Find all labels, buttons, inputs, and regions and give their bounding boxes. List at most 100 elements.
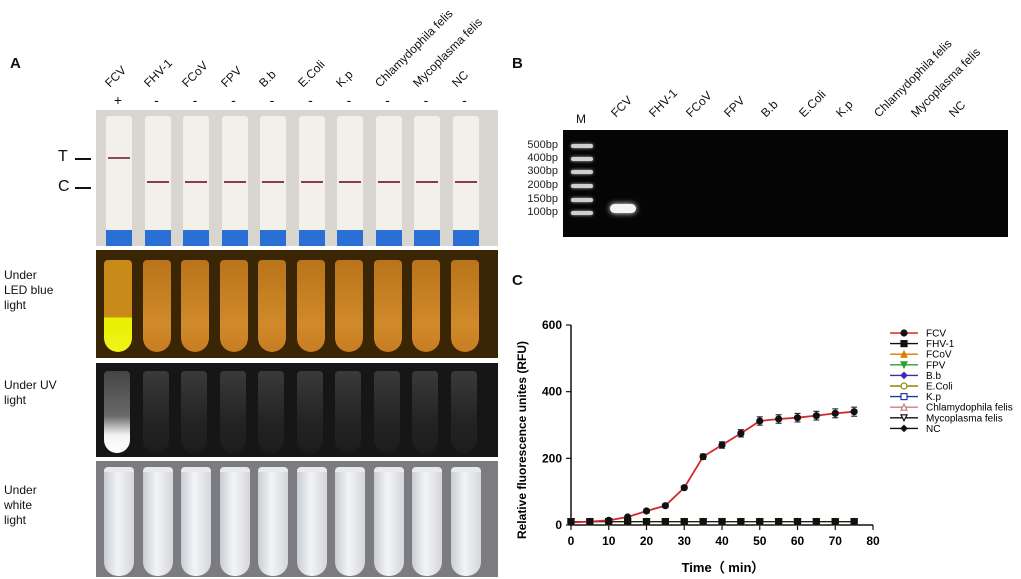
y-tick-label: 200	[542, 451, 562, 465]
test-strip	[452, 116, 479, 246]
panel-a-lane-label: NC	[448, 67, 471, 90]
reaction-tube	[373, 260, 402, 352]
data-point	[900, 402, 908, 411]
data-point	[812, 412, 820, 420]
reaction-tube	[296, 371, 323, 453]
reaction-tube	[181, 467, 211, 576]
strip-control-line	[454, 181, 477, 183]
data-point	[812, 518, 820, 526]
ladder-size-label: 100bp	[527, 206, 558, 218]
strip-sample-pad	[221, 230, 248, 246]
ladder-size-label: 300bp	[527, 165, 558, 177]
strip-control-line	[185, 181, 207, 183]
panel-b-lane-label: FCV	[608, 93, 635, 120]
test-strip	[414, 116, 440, 246]
row-label-led-blue-light: Under LED blue light	[4, 268, 54, 312]
panel-a-lane-label: E.Coli	[294, 57, 328, 90]
x-tick-label: 20	[640, 534, 654, 548]
ladder-size-label: 400bp	[527, 152, 558, 164]
panel-b-lane-label: NC	[945, 97, 968, 120]
data-point	[775, 415, 783, 423]
reaction-tube	[219, 371, 246, 453]
reaction-tube	[450, 260, 479, 352]
strip-control-line	[300, 181, 323, 183]
x-tick-label: 40	[715, 534, 729, 548]
data-point	[831, 409, 839, 417]
test-strip	[337, 116, 363, 246]
x-tick-label: 80	[866, 534, 880, 548]
rfu-line-chart: 0 10 20 30 40 50 60 70 80 0 200 400 600 FCVFHV-1FCoV…	[515, 318, 1013, 575]
ladder-band	[571, 170, 593, 174]
panel-a-lane-label: FPV	[217, 63, 245, 90]
legend-label: FHV-1	[926, 339, 955, 350]
reaction-tube	[335, 467, 365, 576]
reaction-tube	[450, 371, 477, 453]
data-point	[756, 518, 764, 526]
x-tick-label: 10	[602, 534, 616, 548]
panel-b-lane-label: FCoV	[683, 88, 715, 120]
panel-a-lane-label: FCV	[102, 63, 129, 90]
strip-sample-pad	[183, 230, 209, 246]
ladder-band	[571, 184, 593, 188]
data-point	[642, 507, 651, 515]
data-point	[586, 518, 594, 526]
legend-label: B.b	[926, 371, 941, 382]
reaction-tube	[412, 467, 442, 576]
reaction-tube	[142, 371, 169, 453]
x-tick-label: 60	[791, 534, 805, 548]
legend-label: FCoV	[926, 350, 952, 361]
x-tick-label: 0	[568, 534, 575, 548]
strip-sample-pad	[375, 230, 402, 246]
test-strip	[221, 116, 248, 246]
data-point	[680, 518, 688, 526]
legend-label: FCV	[926, 329, 946, 340]
panel-a-letter: A	[10, 55, 21, 72]
reaction-tube	[104, 467, 134, 576]
test-strip	[375, 116, 402, 246]
legend-label: Mycoplasma felis	[926, 413, 1003, 424]
data-point	[900, 361, 908, 370]
reaction-tube	[412, 260, 440, 352]
x-axis-label: Time（ min）	[682, 560, 765, 575]
x-tick-label: 50	[753, 534, 767, 548]
strip-sample-pad	[106, 230, 132, 246]
data-point	[661, 502, 669, 510]
fcv-band	[610, 204, 636, 213]
t-line-marker-label: T	[58, 148, 68, 165]
reaction-tube	[258, 371, 284, 453]
reaction-tube	[142, 467, 173, 576]
data-point	[661, 518, 669, 526]
ladder-band	[571, 144, 593, 148]
c-line-marker-label: C	[58, 178, 70, 195]
strip-control-line	[146, 181, 169, 183]
white-light-photo	[96, 461, 498, 577]
reaction-tube	[181, 371, 207, 453]
data-point	[605, 516, 613, 524]
data-point	[699, 453, 707, 461]
ladder-size-label: 500bp	[527, 139, 558, 151]
panel-b-lane-label: E.Coli	[795, 87, 829, 120]
legend-label: NC	[926, 424, 940, 435]
reaction-tube	[142, 260, 171, 352]
reaction-tube	[258, 260, 286, 352]
test-strip	[298, 116, 325, 246]
data-point	[900, 392, 908, 401]
reaction-tube	[104, 260, 132, 352]
data-point	[900, 329, 908, 337]
y-tick-label: 400	[542, 385, 562, 399]
reaction-tube	[335, 260, 363, 352]
test-strip	[106, 116, 132, 246]
panel-a-result-sign: -	[423, 92, 429, 108]
panel-a-result-sign: -	[308, 92, 313, 108]
panel-b-lane-label: B.b	[758, 97, 781, 120]
panel-a-lane-label: K.p	[333, 67, 356, 90]
panel-b-lane-label: FPV	[720, 93, 748, 120]
strip-sample-pad	[452, 230, 479, 246]
reaction-tube	[219, 467, 250, 576]
reaction-tube	[450, 467, 481, 576]
data-point	[900, 371, 908, 380]
ladder-band	[571, 157, 593, 161]
data-point	[793, 414, 802, 422]
reaction-tube	[104, 371, 130, 453]
data-point	[642, 518, 651, 526]
